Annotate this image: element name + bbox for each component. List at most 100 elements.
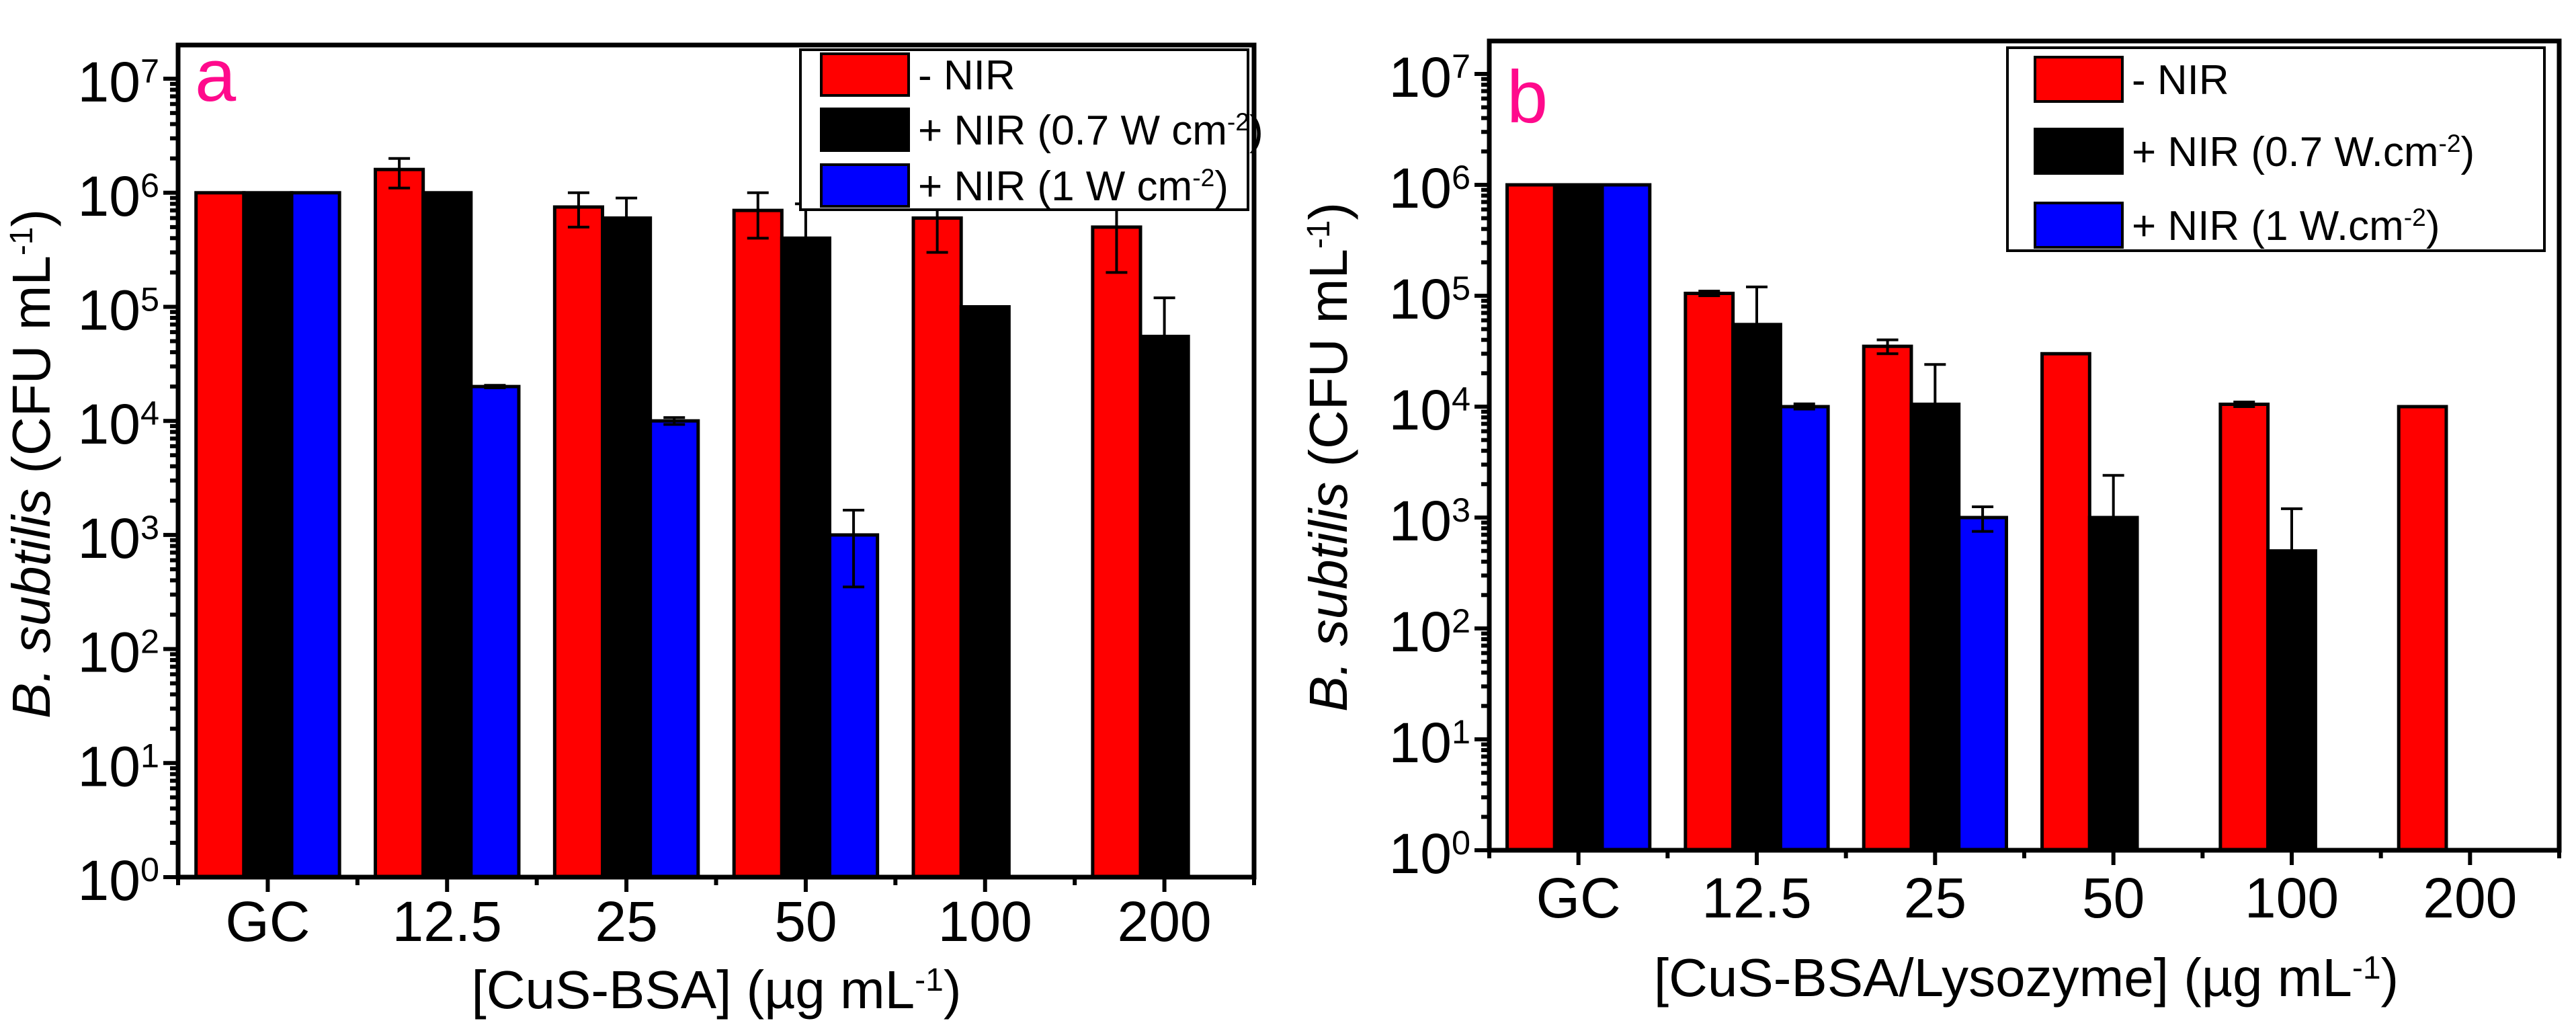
bar-100-series-1: [2266, 549, 2317, 852]
y-tick-label: 107: [1389, 46, 1470, 109]
legend-swatch: [820, 52, 910, 97]
bar-50-series-1: [780, 236, 831, 879]
legend-item: + NIR (1 W cm-2): [820, 163, 1229, 210]
bar-GC-series-0: [1505, 183, 1556, 852]
x-tick-label: 50: [774, 890, 837, 953]
y-axis-label: B. subtilis (CFU mL-1): [1298, 202, 1358, 712]
x-tick-label: GC: [225, 890, 310, 953]
y-tick-label: 105: [78, 279, 159, 342]
x-tick-label: 200: [2423, 866, 2517, 930]
x-tick-label: 200: [1118, 890, 1212, 953]
error-bar-25-series-0: [1876, 338, 1899, 356]
y-axis-label-tail: ): [1, 209, 61, 227]
y-tick-base: 10: [78, 393, 140, 456]
legend-label-text: - NIR: [2132, 57, 2229, 104]
bar-25-series-0: [552, 205, 605, 879]
x-tick-label: 100: [938, 890, 1032, 953]
bar-GC-series-2: [290, 191, 341, 879]
x-axis-label: [CuS-BSA] (µg mL-1): [472, 960, 962, 1020]
y-tick-base: 10: [1389, 489, 1452, 552]
y-axis-label-organism: B. subtilis: [1, 489, 61, 719]
x-tick-label: 100: [2245, 866, 2339, 930]
legend-swatch: [2034, 202, 2124, 249]
bar-100-series-0: [911, 216, 963, 879]
legend-label-text: + NIR (0.7 W cm: [918, 108, 1227, 154]
y-axis-label-organism: B. subtilis: [1298, 482, 1358, 712]
error-bar-12.5-series-0: [388, 157, 411, 190]
y-axis-label-text: (CFU mL: [1298, 249, 1358, 482]
legend-label-tail: ): [2426, 203, 2440, 249]
panel-letter: a: [195, 34, 237, 117]
bar-50-series-0: [2040, 352, 2091, 852]
y-tick-base: 10: [1389, 822, 1452, 885]
x-axis: [1487, 850, 2561, 865]
y-tick-label: 101: [1389, 711, 1470, 774]
bar-12.5-series-2: [469, 384, 521, 879]
y-tick-label: 105: [1389, 268, 1470, 331]
y-tick-label: 102: [78, 621, 159, 684]
error-bar-50-series-2: [843, 508, 865, 589]
bar-200-series-0: [1091, 225, 1142, 879]
legend-label-text: - NIR: [918, 52, 1015, 99]
bar-200-series-1: [1138, 335, 1190, 879]
bar-GC-series-2: [1600, 183, 1652, 852]
y-tick-exponent: 3: [140, 507, 159, 546]
legend-swatch: [2034, 56, 2124, 103]
bar-12.5-series-2: [1778, 405, 1830, 852]
y-tick-label: 100: [1389, 822, 1470, 885]
y-tick-label: 106: [1389, 157, 1470, 220]
y-tick-label: 104: [78, 393, 159, 456]
y-tick-label: 101: [78, 735, 159, 798]
y-tick-exponent: 1: [140, 736, 159, 774]
y-tick-label: 100: [78, 849, 159, 912]
bar-12.5-series-1: [421, 191, 473, 879]
x-tick-label: 25: [595, 890, 657, 953]
y-tick-exponent: 2: [1452, 602, 1470, 640]
y-tick-base: 10: [1389, 268, 1452, 331]
error-bar-100-series-0: [2233, 401, 2255, 408]
legend-label: + NIR (1 W.cm-2): [2132, 203, 2440, 249]
y-axis-label: B. subtilis (CFU mL-1): [1, 209, 61, 719]
error-bar-25-series-0: [567, 191, 589, 229]
legend-label-text: + NIR (1 W.cm: [2132, 203, 2404, 249]
x-axis-label-text: [CuS-BSA/Lysozyme] (µg mL: [1654, 948, 2352, 1008]
legend-item: + NIR (0.7 W.cm-2): [2034, 128, 2475, 175]
x-tick-label: 12.5: [1702, 866, 1812, 930]
y-axis-label-tail: ): [1298, 202, 1358, 220]
x-tick-label: 50: [2082, 866, 2145, 930]
bar-25-series-2: [1957, 516, 2008, 852]
y-tick-label: 107: [78, 50, 159, 114]
bar-12.5-series-0: [374, 167, 425, 879]
legend-label-tail: ): [1214, 163, 1229, 210]
error-bar-12.5-series-1: [1746, 285, 1768, 326]
y-tick-label: 102: [1389, 600, 1470, 663]
bar-GC-series-1: [242, 191, 294, 879]
y-tick-base: 10: [1389, 157, 1452, 220]
y-tick-base: 10: [78, 507, 140, 570]
bar-12.5-series-0: [1684, 292, 1735, 852]
error-bar-12.5-series-2: [1793, 402, 1815, 411]
y-axis-label-sup: -1: [1301, 220, 1337, 249]
y-tick-base: 10: [78, 165, 140, 228]
x-tick-label: GC: [1536, 866, 1621, 930]
y-tick-base: 10: [78, 50, 140, 114]
legend-label: + NIR (0.7 W cm-2): [918, 108, 1263, 154]
bar-GC-series-0: [194, 191, 246, 879]
y-tick-label: 103: [1389, 489, 1470, 552]
error-bar-100-series-1: [2281, 507, 2302, 552]
legend-swatch: [820, 108, 910, 152]
bar-50-series-1: [2087, 516, 2139, 852]
legend-label: - NIR: [2132, 57, 2229, 104]
bar-25-series-1: [601, 216, 653, 879]
x-axis-label-text: [CuS-BSA] (µg mL: [472, 960, 915, 1020]
legend-label-text: + NIR (1 W cm: [918, 163, 1192, 210]
error-bar-50-series-1: [2102, 474, 2124, 519]
legend-label-tail: ): [2461, 129, 2475, 175]
bar-GC-series-1: [1552, 183, 1604, 852]
y-tick-label: 104: [1389, 378, 1470, 442]
legend-label-sup: -2: [2404, 203, 2426, 231]
x-axis-label-tail: ): [2381, 948, 2399, 1008]
